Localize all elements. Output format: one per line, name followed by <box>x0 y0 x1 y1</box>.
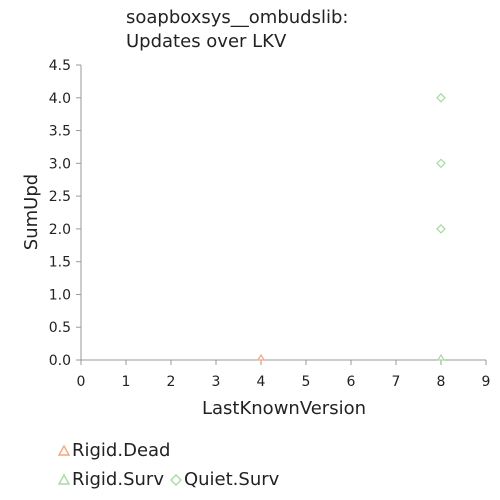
x-tick-label: 7 <box>392 374 401 390</box>
y-tick-label: 4.0 <box>49 91 71 107</box>
x-tick-label: 3 <box>212 374 221 390</box>
legend-label-rigid-surv: Rigid.Surv <box>72 469 164 490</box>
data-point-quiet-surv <box>436 92 446 103</box>
y-tick-label: 1.5 <box>49 255 71 271</box>
x-tick-label: 4 <box>257 374 266 390</box>
y-tick-label: 2.0 <box>49 222 71 238</box>
x-tick-label: 5 <box>302 374 311 390</box>
x-tick-label: 8 <box>437 374 446 390</box>
x-tick-label: 0 <box>77 374 86 390</box>
legend-item-quiet-surv: Quiet.Surv <box>169 465 280 494</box>
x-tick-label: 1 <box>122 374 131 390</box>
x-tick-label: 9 <box>482 374 491 390</box>
y-tick-label: 4.5 <box>49 58 71 74</box>
triangle-marker-icon <box>58 444 70 456</box>
chart-title: soapboxsys__ombudslib: Updates over LKV <box>126 6 348 54</box>
y-tick-label: 0.5 <box>49 320 71 336</box>
y-tick-label: 2.5 <box>49 189 71 205</box>
y-tick-label: 3.0 <box>49 156 71 172</box>
diamond-marker-icon <box>169 473 182 486</box>
y-tick-label: 3.5 <box>49 124 71 140</box>
legend-item-rigid-surv: Rigid.Surv <box>58 465 164 494</box>
x-tick-label: 6 <box>347 374 356 390</box>
legend-item-rigid-dead: Rigid.Dead <box>58 436 170 465</box>
data-point-rigid-surv <box>436 353 446 361</box>
legend: Rigid.Dead Rigid.Surv Quiet.Surv <box>58 436 285 494</box>
data-point-rigid-dead <box>256 353 266 361</box>
triangle-marker-icon <box>58 473 70 485</box>
x-tick-label: 2 <box>167 374 176 390</box>
legend-label-rigid-dead: Rigid.Dead <box>72 440 171 461</box>
chart-title-line-1: soapboxsys__ombudslib: <box>126 7 349 28</box>
legend-label-quiet-surv: Quiet.Surv <box>183 469 280 490</box>
legend-row-2: Rigid.Surv Quiet.Surv <box>58 465 285 494</box>
y-tick-label: 0.0 <box>49 353 71 369</box>
x-axis-label: LastKnownVersion <box>202 398 366 419</box>
data-points <box>256 92 446 361</box>
legend-row-1: Rigid.Dead <box>58 436 285 465</box>
y-tick-label: 1.0 <box>49 287 71 303</box>
scatter-chart: 0 1 2 3 4 5 6 7 8 9 0.0 0.5 1.0 1.5 2.0 2.5 3.0 3.5 4.0 4.5… <box>21 58 491 419</box>
axes <box>80 65 486 361</box>
data-point-quiet-surv <box>436 158 446 169</box>
y-axis-label: SumUpd <box>21 174 42 250</box>
data-point-quiet-surv <box>436 224 446 234</box>
chart-title-line-2: Updates over LKV <box>126 31 287 52</box>
axis-ticks: 0 1 2 3 4 5 6 7 8 9 0.0 0.5 1.0 1.5 2.0 2.5 3.0 3.5 4.0 4.5 <box>49 58 491 390</box>
